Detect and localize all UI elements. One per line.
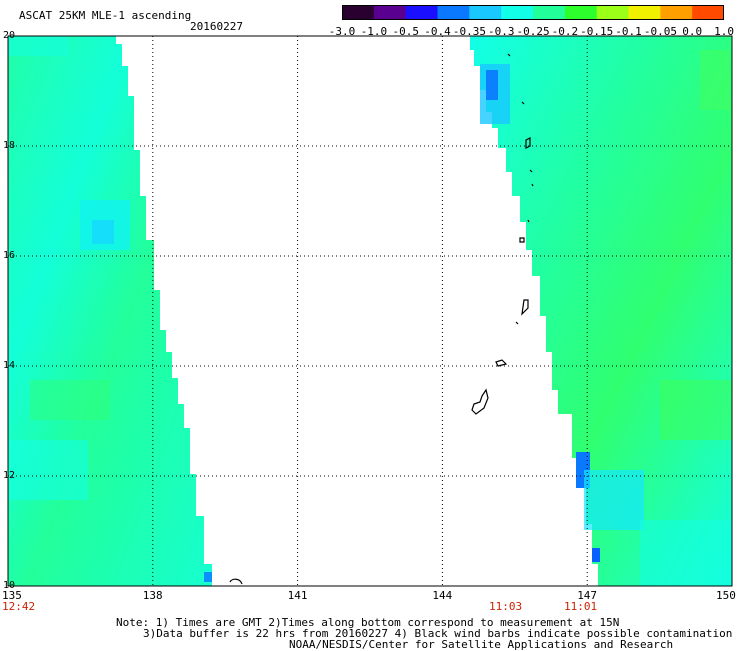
- colorbar-swatch: [564, 5, 598, 20]
- colorbar-label: -1.0: [360, 25, 388, 38]
- swath-time-left: 12:42: [2, 600, 36, 613]
- colorbar-swatch: [533, 5, 566, 20]
- right-swath-patch: [660, 380, 732, 440]
- colorbar-swatch: [469, 5, 502, 20]
- longitude-label: 141: [287, 589, 308, 602]
- colorbar-label: -3.0: [328, 25, 356, 38]
- map-title: ASCAT 25KM MLE-1 ascending: [19, 9, 192, 22]
- note-line-1: Note: 1) Times are GMT 2)Times along bot…: [116, 616, 620, 629]
- colorbar-label: -0.35: [452, 25, 486, 38]
- islands: [229, 53, 534, 585]
- small-island: [521, 101, 525, 105]
- small-island: [527, 219, 530, 223]
- note-line-3: NOAA/NESDIS/Center for Satellite Applica…: [289, 638, 674, 651]
- colorbar-swatch: [373, 5, 407, 20]
- longitude-label: 135: [2, 589, 22, 602]
- left-swath-patch: [30, 380, 110, 420]
- colorbar-labels: -3.0 -1.0 -0.5 -0.4 -0.35 -0.3 -0.25 -0.2 -0.15-…: [0, 25, 740, 39]
- colorbar-swatch: [660, 5, 693, 20]
- graticule: [8, 36, 732, 586]
- latitude-label: 16: [3, 250, 16, 261]
- colorbar-swatch: [628, 5, 661, 20]
- colorbar-swatch: [437, 5, 470, 20]
- right-swath-patch: [640, 520, 732, 586]
- colorbar: [342, 5, 724, 20]
- right-swath-patch: [700, 50, 730, 110]
- left-swath-patch: [92, 220, 114, 244]
- colorbar-swatch: [692, 5, 724, 20]
- small-island: [529, 169, 533, 173]
- map-frame: [7, 35, 733, 587]
- colorbar-label: -0.05: [643, 25, 677, 38]
- colorbar-label: -0.5: [392, 25, 419, 38]
- latitude-label: 20: [3, 30, 16, 41]
- right-swath-patch: [486, 70, 498, 100]
- left-swath-patch: [204, 572, 212, 582]
- colorbar-label: -0.25: [516, 25, 550, 38]
- small-island: [229, 578, 243, 585]
- colorbar-label: -0.4: [424, 25, 451, 38]
- small-island: [507, 53, 511, 57]
- swath-time-right-a: 11:03: [489, 600, 523, 613]
- right-swath-patch: [592, 548, 600, 562]
- guam-island: [471, 388, 489, 415]
- colorbar-swatches: [342, 5, 724, 20]
- small-island: [515, 321, 519, 325]
- swath-time-right-b: 11:01: [564, 600, 598, 613]
- small-island: [519, 237, 525, 243]
- small-island: [525, 137, 531, 149]
- note-line-2: 3)Data buffer is 22 hrs from 20160227 4)…: [143, 627, 733, 640]
- colorbar-label: -0.15: [580, 25, 614, 38]
- left-swath-patch: [8, 440, 88, 500]
- colorbar-swatch: [501, 5, 534, 20]
- longitude-label: 138: [142, 589, 163, 602]
- small-island: [531, 183, 534, 187]
- colorbar-swatch: [596, 5, 629, 20]
- scatterometer-map: [7, 35, 733, 587]
- latitude-label: 18: [3, 140, 16, 151]
- latitude-label: 14: [3, 360, 16, 371]
- right-swath: [470, 36, 732, 586]
- latitude-label: 10: [3, 580, 16, 591]
- colorbar-label: 1.0: [714, 25, 734, 38]
- right-swath-patch: [584, 470, 644, 530]
- longitude-label: 147: [577, 589, 598, 602]
- latitude-label: 12: [3, 470, 16, 481]
- longitude-label: 150: [716, 589, 736, 602]
- map-date: 20160227: [190, 20, 243, 33]
- left-swath: [8, 36, 212, 586]
- colorbar-label: 0.0: [682, 25, 703, 38]
- colorbar-label: -0.2: [551, 25, 579, 38]
- colorbar-label: -0.3: [487, 25, 515, 38]
- longitude-label: 144: [432, 589, 453, 602]
- rota-island: [495, 359, 508, 367]
- saipan-island: [521, 299, 529, 316]
- colorbar-swatch: [405, 5, 438, 20]
- colorbar-label: -0.1: [615, 25, 642, 38]
- left-swath-patch: [8, 36, 68, 56]
- colorbar-swatch: [342, 5, 375, 20]
